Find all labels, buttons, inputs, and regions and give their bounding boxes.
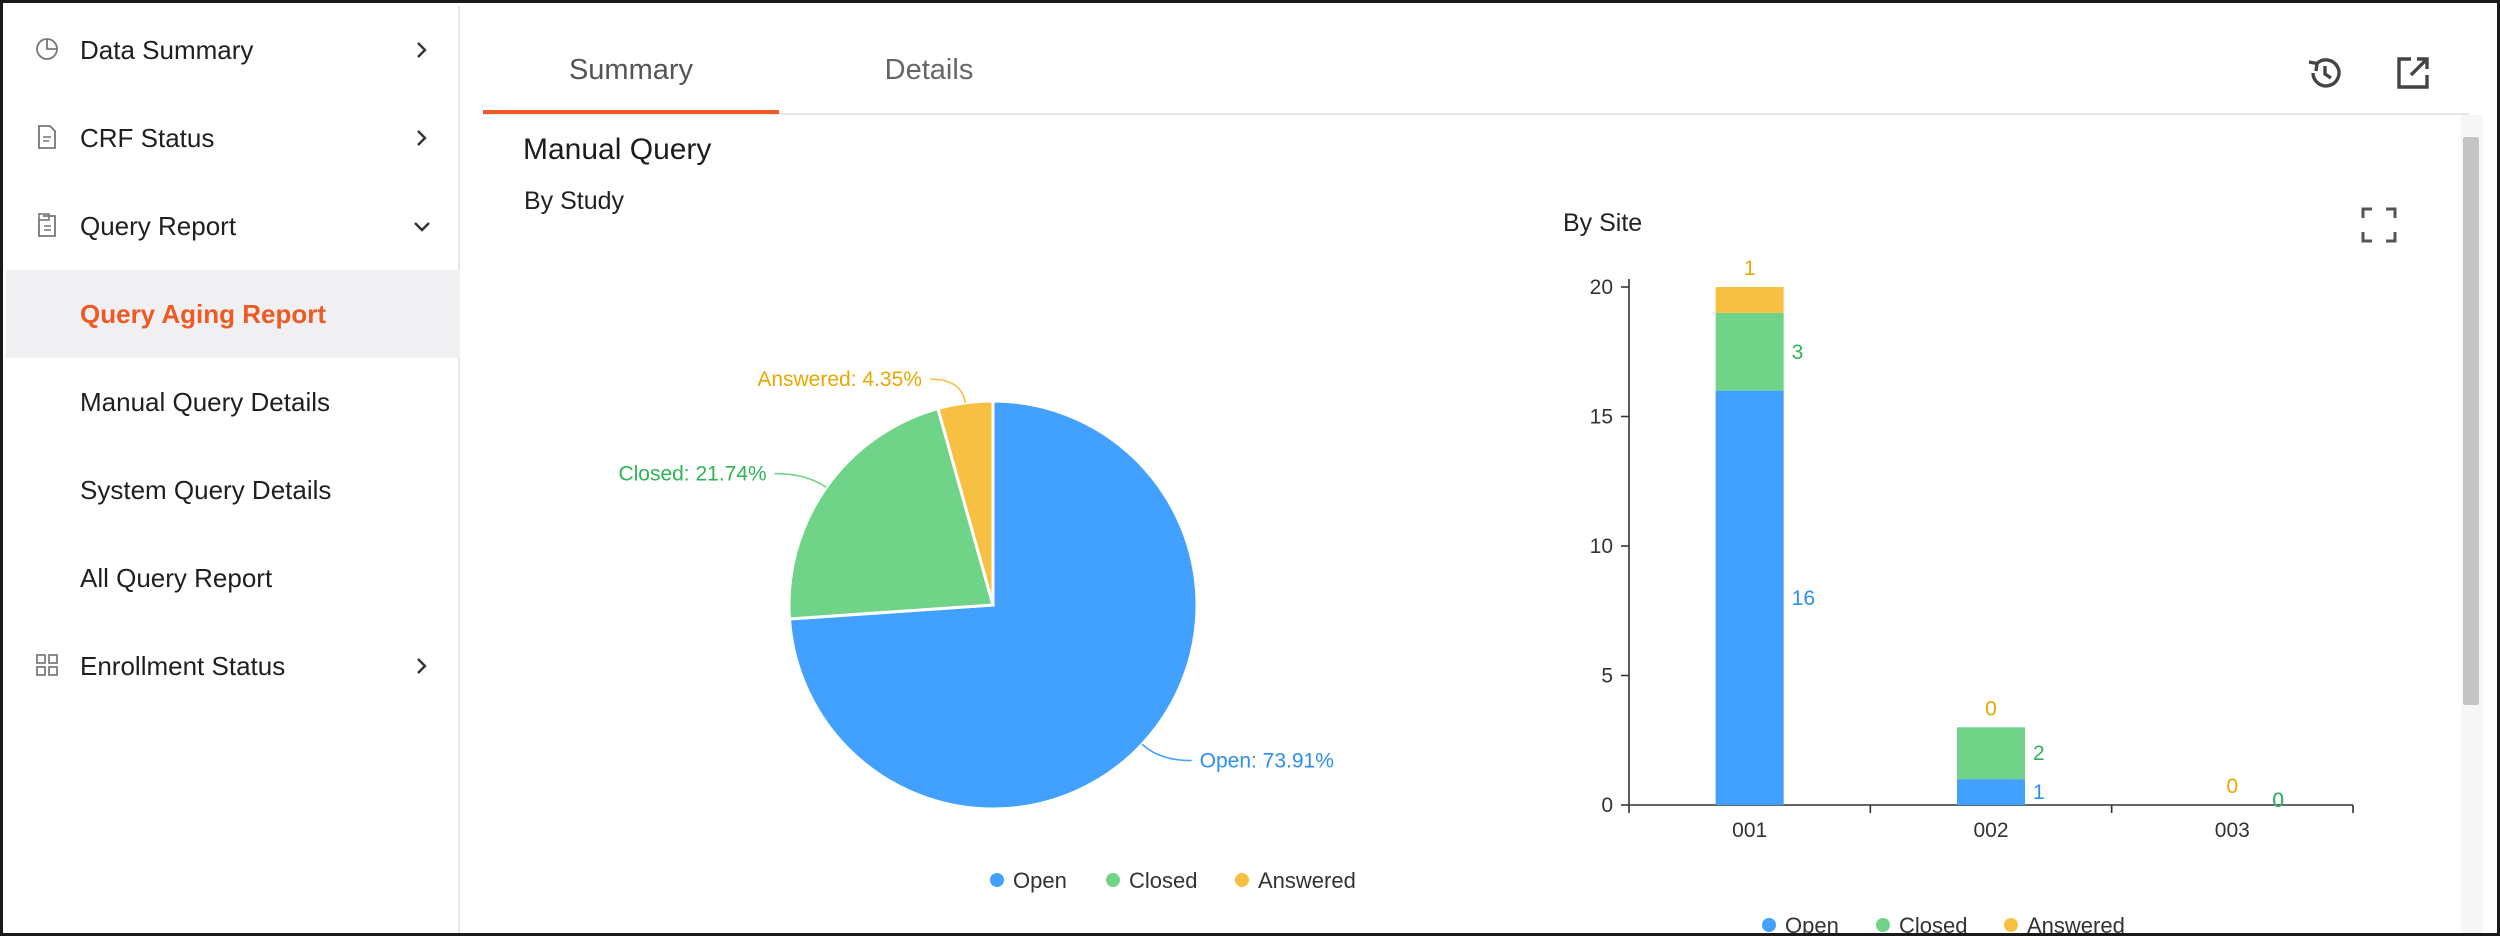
bar-value-label-closed: 3 bbox=[1792, 341, 1804, 364]
bar-value-label-answered: 0 bbox=[1985, 697, 1997, 720]
legend-label-open[interactable]: Open bbox=[1013, 868, 1067, 893]
chevron-right-icon bbox=[410, 126, 434, 150]
tab-bar: Summary Details bbox=[483, 25, 2469, 115]
sidebar-item-query-aging-report[interactable]: Query Aging Report bbox=[6, 270, 460, 358]
chevron-right-icon bbox=[410, 38, 434, 62]
bar-chart-title: By Site bbox=[1563, 209, 1643, 237]
legend-marker-open[interactable] bbox=[1762, 918, 1776, 932]
legend-label-answered[interactable]: Answered bbox=[1258, 868, 1356, 893]
bar-answered-001[interactable] bbox=[1715, 287, 1784, 313]
y-tick-label: 15 bbox=[1590, 406, 1613, 429]
sidebar-item-data-summary[interactable]: Data Summary bbox=[6, 6, 460, 94]
chevron-down-icon bbox=[410, 214, 434, 238]
x-tick-label: 003 bbox=[2215, 819, 2250, 842]
bar-value-label-answered: 0 bbox=[2226, 775, 2238, 798]
sidebar-item-label: CRF Status bbox=[80, 123, 215, 153]
sidebar-item-label: System Query Details bbox=[80, 475, 332, 505]
external-link-icon[interactable] bbox=[2391, 51, 2435, 95]
sidebar-item-label: All Query Report bbox=[80, 563, 273, 593]
tab-summary[interactable]: Summary bbox=[568, 53, 694, 86]
sidebar-item-enrollment-status[interactable]: Enrollment Status bbox=[6, 622, 460, 710]
legend-label-answered[interactable]: Answered bbox=[2027, 913, 2125, 935]
sidebar-item-all-query-report[interactable]: All Query Report bbox=[6, 534, 460, 622]
legend-marker-closed[interactable] bbox=[1876, 918, 1890, 932]
bar-closed-002[interactable] bbox=[1957, 727, 2025, 780]
history-icon[interactable] bbox=[2303, 51, 2347, 95]
sidebar-item-label: Query Aging Report bbox=[80, 299, 327, 329]
bar-open-001[interactable] bbox=[1715, 390, 1784, 805]
pie-leader-line bbox=[1141, 743, 1192, 762]
legend-label-open[interactable]: Open bbox=[1785, 913, 1839, 935]
tab-details[interactable]: Details bbox=[884, 53, 974, 86]
bar-value-label-open: 1 bbox=[2033, 781, 2045, 804]
bar-value-label-closed: 2 bbox=[2033, 742, 2045, 765]
chevron-right-icon bbox=[410, 654, 434, 678]
grid-icon bbox=[34, 652, 60, 678]
y-tick-label: 10 bbox=[1590, 535, 1613, 558]
sidebar-item-query-report[interactable]: Query Report bbox=[6, 182, 460, 270]
sidebar-item-label: Manual Query Details bbox=[80, 387, 330, 417]
pie-label-answered: Answered: 4.35% bbox=[757, 368, 922, 391]
bar-closed-001[interactable] bbox=[1715, 312, 1784, 391]
document-icon bbox=[34, 124, 60, 150]
legend-label-closed[interactable]: Closed bbox=[1899, 913, 1967, 935]
bar-value-label-closed: 0 bbox=[2272, 789, 2284, 812]
pie-slice-answered[interactable] bbox=[936, 399, 995, 606]
legend-marker-open[interactable] bbox=[990, 873, 1004, 887]
bar-value-label-open: 0 bbox=[2272, 789, 2284, 812]
bar-open-002[interactable] bbox=[1957, 779, 2025, 805]
main-panel: Summary Details Manual Query By Study Op… bbox=[483, 25, 2483, 935]
x-tick-label: 002 bbox=[1973, 819, 2008, 842]
x-tick-label: 001 bbox=[1732, 819, 1767, 842]
pie-label-closed: Closed: 21.74% bbox=[618, 463, 766, 486]
y-tick-label: 20 bbox=[1590, 276, 1613, 299]
sidebar-item-manual-query-details[interactable]: Manual Query Details bbox=[6, 358, 460, 446]
clipboard-icon bbox=[34, 212, 60, 238]
pie-leader-line bbox=[774, 472, 827, 489]
active-tab-indicator bbox=[483, 110, 779, 114]
scrollbar-thumb[interactable] bbox=[2463, 137, 2479, 705]
pie-label-open: Open: 73.91% bbox=[1200, 750, 1334, 773]
legend-marker-answered[interactable] bbox=[2004, 918, 2018, 932]
sidebar-item-system-query-details[interactable]: System Query Details bbox=[6, 446, 460, 534]
legend-marker-closed[interactable] bbox=[1106, 873, 1120, 887]
fullscreen-icon[interactable] bbox=[2359, 205, 2399, 245]
scrollbar[interactable] bbox=[2461, 115, 2483, 933]
legend-marker-answered[interactable] bbox=[1235, 873, 1249, 887]
y-tick-label: 0 bbox=[1601, 794, 1613, 817]
bar-value-label-answered: 1 bbox=[1744, 257, 1756, 280]
y-tick-label: 5 bbox=[1601, 665, 1613, 688]
pie-chart: Open: 73.91% Closed: 21.74% Answered: 4.35… bbox=[618, 368, 1356, 893]
sidebar-item-label: Data Summary bbox=[80, 35, 254, 65]
sidebar-item-label: Query Report bbox=[80, 211, 237, 241]
section-title: Manual Query bbox=[523, 133, 712, 166]
legend-label-closed[interactable]: Closed bbox=[1129, 868, 1197, 893]
pie-chart-title: By Study bbox=[524, 187, 625, 215]
pie-leader-line bbox=[929, 378, 967, 404]
pie-chart-icon bbox=[34, 36, 60, 62]
bar-value-label-open: 16 bbox=[1792, 587, 1815, 610]
sidebar-item-label: Enrollment Status bbox=[80, 651, 286, 681]
sidebar-item-crf-status[interactable]: CRF Status bbox=[6, 94, 460, 182]
sidebar: Data Summary CRF Status Query Report bbox=[6, 6, 460, 933]
